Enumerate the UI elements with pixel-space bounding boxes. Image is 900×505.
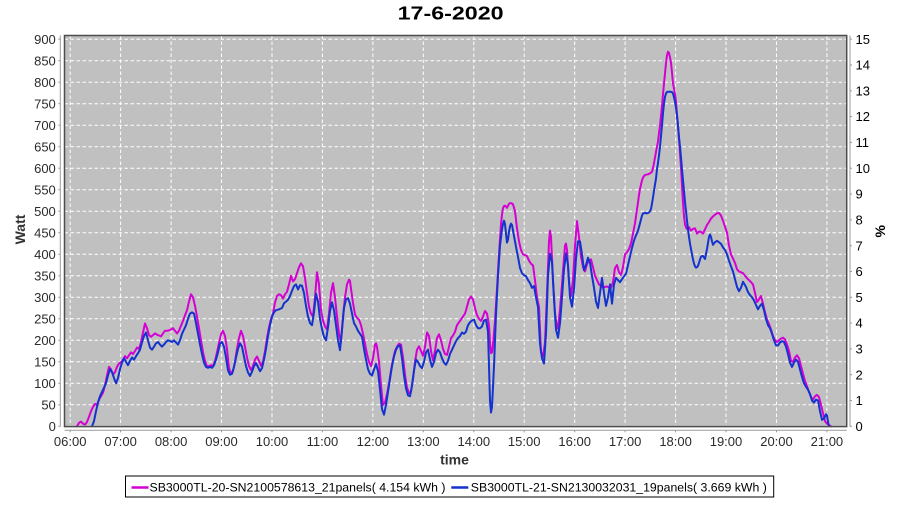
svg-text:5: 5 <box>856 290 863 305</box>
svg-text:350: 350 <box>34 268 56 283</box>
svg-text:17:00: 17:00 <box>609 434 642 449</box>
svg-text:06:00: 06:00 <box>54 434 87 449</box>
svg-text:20:00: 20:00 <box>760 434 793 449</box>
svg-text:Watt: Watt <box>12 214 28 244</box>
svg-text:100: 100 <box>34 376 56 391</box>
svg-text:250: 250 <box>34 311 56 326</box>
svg-text:9: 9 <box>856 187 863 202</box>
svg-text:0: 0 <box>856 419 863 434</box>
svg-text:450: 450 <box>34 225 56 240</box>
svg-text:600: 600 <box>34 161 56 176</box>
svg-text:650: 650 <box>34 139 56 154</box>
svg-text:150: 150 <box>34 354 56 369</box>
svg-text:SB3000TL-21-SN2130032031_19pan: SB3000TL-21-SN2130032031_19panels( 3.669… <box>471 481 767 495</box>
svg-text:400: 400 <box>34 247 56 262</box>
svg-text:08:00: 08:00 <box>155 434 188 449</box>
svg-text:12: 12 <box>856 109 870 124</box>
svg-text:50: 50 <box>41 397 55 412</box>
svg-text:17-6-2020: 17-6-2020 <box>398 4 504 24</box>
svg-text:21:00: 21:00 <box>811 434 844 449</box>
svg-text:13: 13 <box>856 83 870 98</box>
svg-text:09:00: 09:00 <box>205 434 238 449</box>
svg-text:%: % <box>872 224 888 237</box>
svg-text:900: 900 <box>34 32 56 47</box>
svg-text:15: 15 <box>856 32 870 47</box>
svg-text:8: 8 <box>856 212 863 227</box>
svg-text:10: 10 <box>856 161 870 176</box>
svg-text:700: 700 <box>34 118 56 133</box>
svg-text:12:00: 12:00 <box>357 434 390 449</box>
svg-text:SB3000TL-20-SN2100578613_21pan: SB3000TL-20-SN2100578613_21panels( 4.154… <box>150 481 446 495</box>
svg-text:300: 300 <box>34 290 56 305</box>
svg-text:750: 750 <box>34 96 56 111</box>
svg-text:6: 6 <box>856 264 863 279</box>
svg-text:1: 1 <box>856 393 863 408</box>
svg-text:11:00: 11:00 <box>307 434 339 449</box>
svg-text:18:00: 18:00 <box>659 434 692 449</box>
svg-text:time: time <box>440 452 469 468</box>
svg-text:11: 11 <box>856 135 870 150</box>
svg-text:4: 4 <box>856 316 863 331</box>
svg-text:19:00: 19:00 <box>710 434 743 449</box>
svg-text:500: 500 <box>34 204 56 219</box>
svg-text:0: 0 <box>49 419 56 434</box>
svg-text:15:00: 15:00 <box>508 434 541 449</box>
svg-text:800: 800 <box>34 75 56 90</box>
svg-text:2: 2 <box>856 367 863 382</box>
svg-text:07:00: 07:00 <box>104 434 137 449</box>
svg-text:14: 14 <box>856 58 870 73</box>
svg-text:13:00: 13:00 <box>407 434 440 449</box>
svg-text:10:00: 10:00 <box>256 434 289 449</box>
svg-text:550: 550 <box>34 182 56 197</box>
svg-text:16:00: 16:00 <box>558 434 591 449</box>
svg-text:3: 3 <box>856 342 863 357</box>
svg-text:14:00: 14:00 <box>458 434 491 449</box>
svg-text:850: 850 <box>34 53 56 68</box>
svg-text:7: 7 <box>856 238 863 253</box>
svg-text:200: 200 <box>34 333 56 348</box>
